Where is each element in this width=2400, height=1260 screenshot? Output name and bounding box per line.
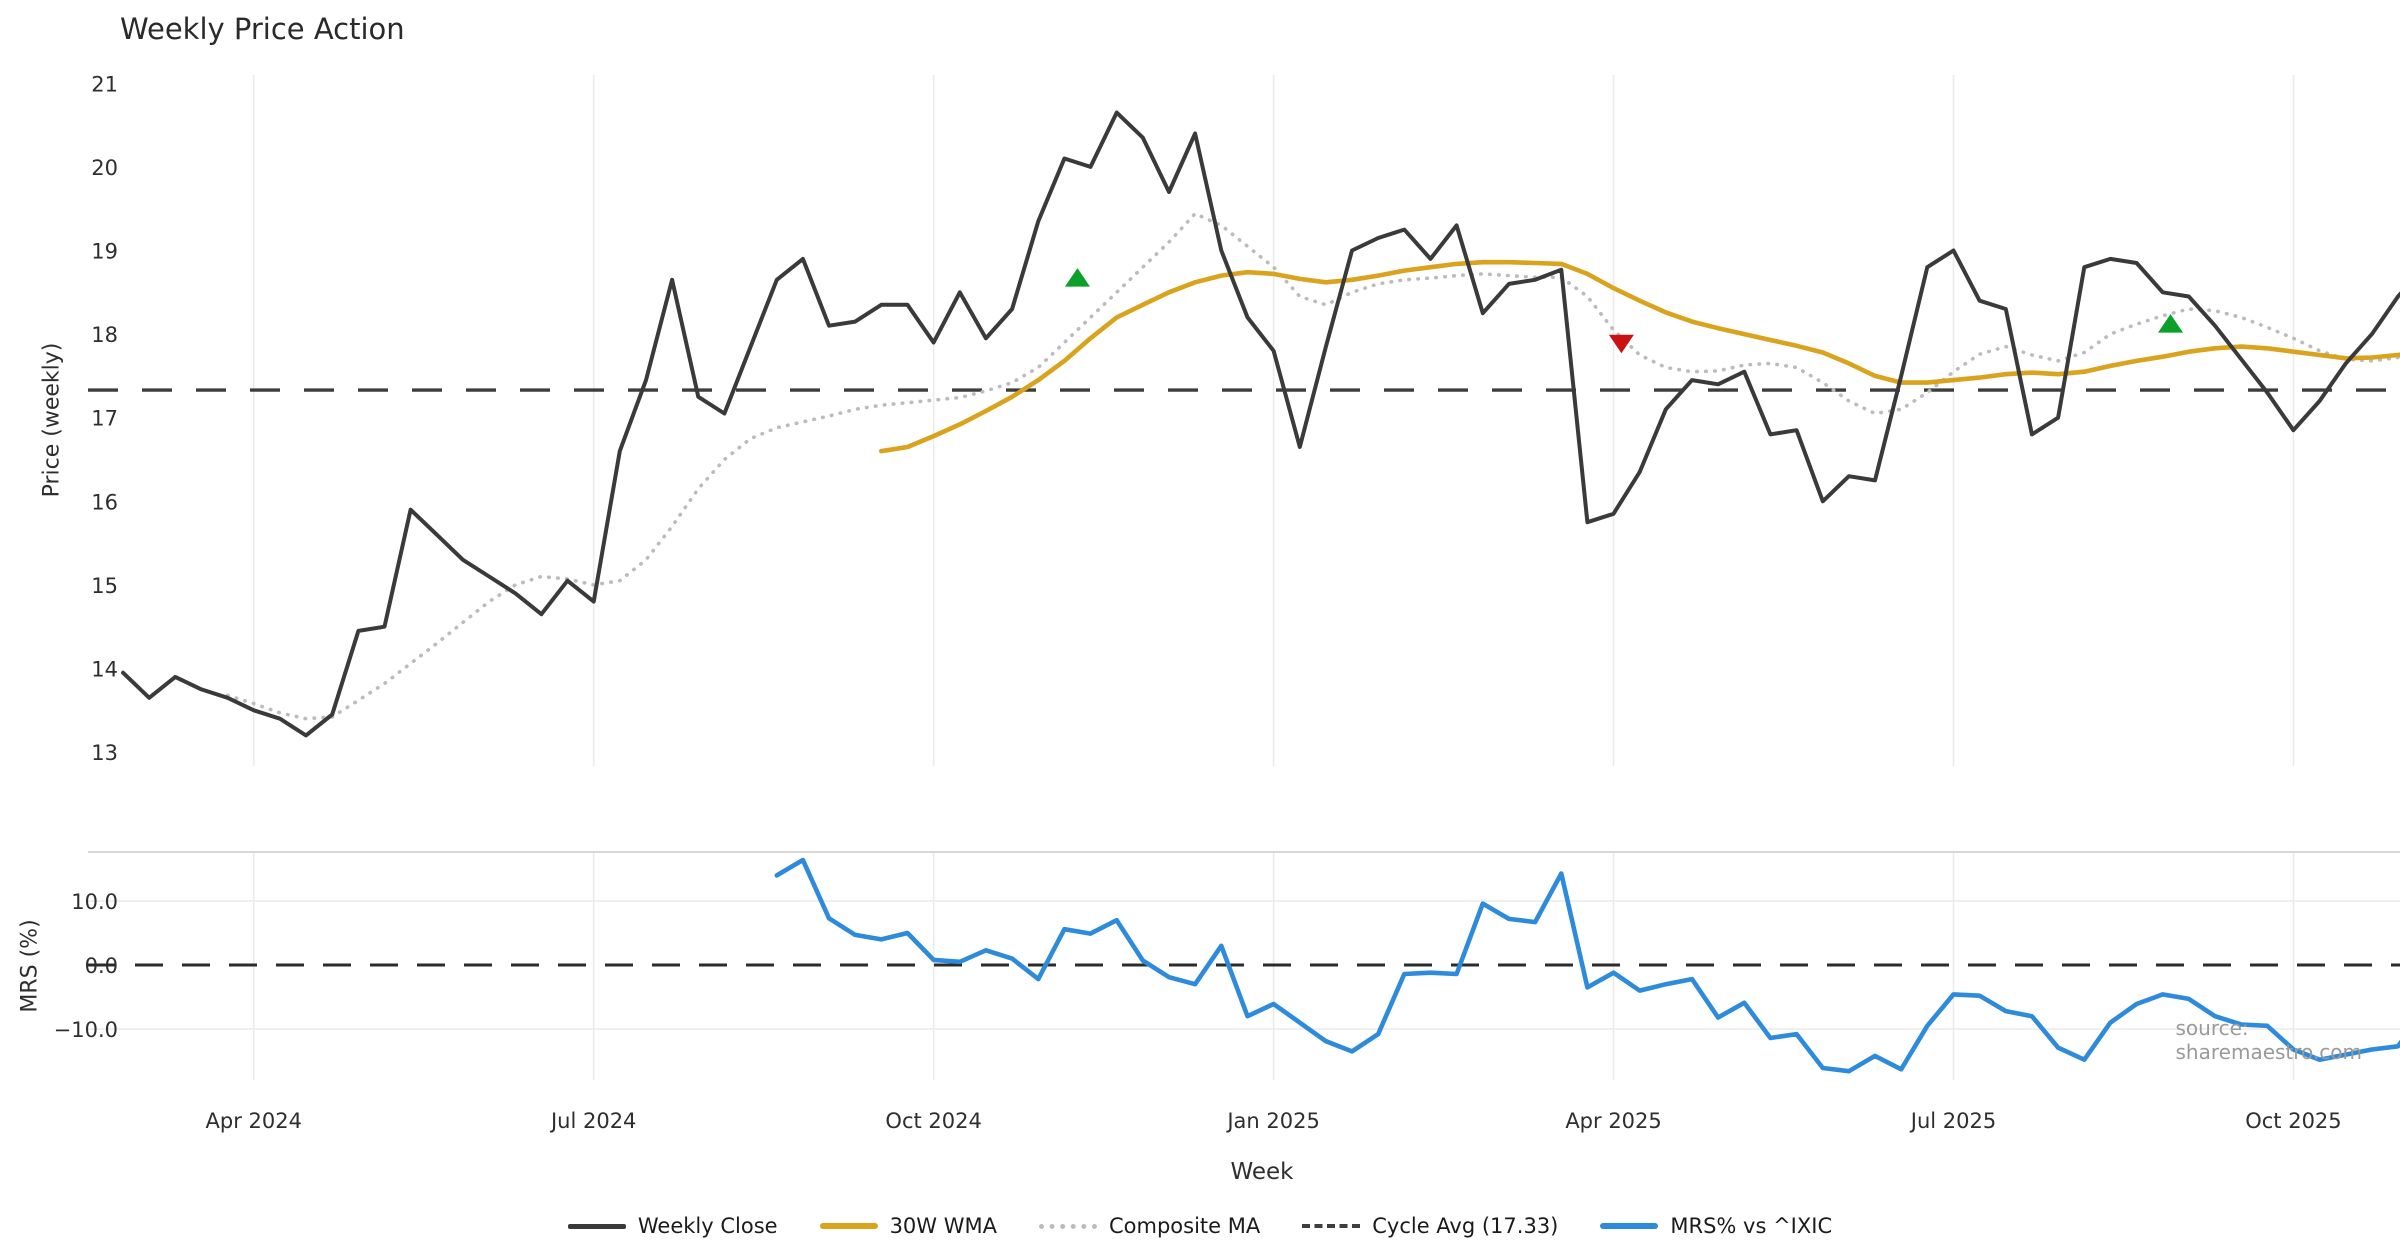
price-ytick-label: 21 xyxy=(91,72,118,96)
legend-label: Cycle Avg (17.33) xyxy=(1372,1214,1559,1238)
x-tick-label: Apr 2024 xyxy=(206,1109,302,1133)
x-tick-label: Oct 2025 xyxy=(2245,1109,2341,1133)
x-tick-label: Jan 2025 xyxy=(1225,1109,1320,1133)
x-tick-label: Oct 2024 xyxy=(885,1109,981,1133)
legend-item-weekly-close: Weekly Close xyxy=(567,1214,778,1238)
x-tick-label: Jul 2024 xyxy=(549,1109,636,1133)
legend-item-composite-ma: Composite MA xyxy=(1038,1214,1261,1238)
legend-label: Composite MA xyxy=(1108,1214,1261,1238)
price-ytick-label: 18 xyxy=(91,323,118,347)
x-tick-label: Apr 2025 xyxy=(1565,1109,1661,1133)
weekly-close-line xyxy=(121,110,2400,738)
x-tick-label: Jul 2025 xyxy=(1909,1109,1996,1133)
cycle-avg-dashed-swatch-icon xyxy=(1302,1224,1361,1228)
sell-signal-marker xyxy=(1608,334,1634,354)
x-axis-label: Week xyxy=(1230,1159,1294,1185)
price-ytick-label: 16 xyxy=(91,490,118,514)
composite-ma-line xyxy=(225,211,2400,721)
buy-signal-marker xyxy=(2158,314,2184,333)
source-note: source: sharemaestro.com xyxy=(2175,1016,2362,1064)
mrs-line xyxy=(774,857,2400,1074)
composite-ma-dotted-swatch-icon xyxy=(1038,1223,1097,1229)
legend-label: MRS% vs ^IXIC xyxy=(1670,1214,1833,1238)
price-ytick-label: 15 xyxy=(91,574,118,598)
price-ytick-label: 13 xyxy=(91,741,118,765)
legend-label: 30W WMA xyxy=(889,1214,997,1238)
page-title: Weekly Price Action xyxy=(120,12,405,46)
mrs-ytick-label: 0.0 xyxy=(85,954,118,978)
price-ytick-label: 19 xyxy=(91,240,118,264)
legend-label: Weekly Close xyxy=(637,1214,778,1238)
mrs-ytick-label: −10.0 xyxy=(54,1018,118,1042)
buy-signal-marker xyxy=(1064,268,1090,287)
legend-item-30w-wma: 30W WMA xyxy=(819,1214,997,1238)
weekly-close-line-swatch-icon xyxy=(567,1223,626,1229)
legend-item-cycle-avg: Cycle Avg (17.33) xyxy=(1302,1214,1558,1238)
legend-item-mrs: MRS% vs ^IXIC xyxy=(1600,1214,1832,1238)
mrs-axis-label: MRS (%) xyxy=(17,919,43,1013)
legend: Weekly Close 30W WMA Composite MA Cycle … xyxy=(0,1214,2400,1238)
price-axis-label: Price (weekly) xyxy=(39,342,65,498)
mrs-line-swatch-icon xyxy=(1600,1223,1659,1229)
wma-line-swatch-icon xyxy=(819,1223,878,1229)
wma-30w-line xyxy=(878,259,2400,454)
price-ytick-label: 20 xyxy=(91,156,118,180)
price-ytick-label: 14 xyxy=(91,658,118,682)
price-ytick-label: 17 xyxy=(91,407,118,431)
mrs-ytick-label: 10.0 xyxy=(71,890,118,914)
